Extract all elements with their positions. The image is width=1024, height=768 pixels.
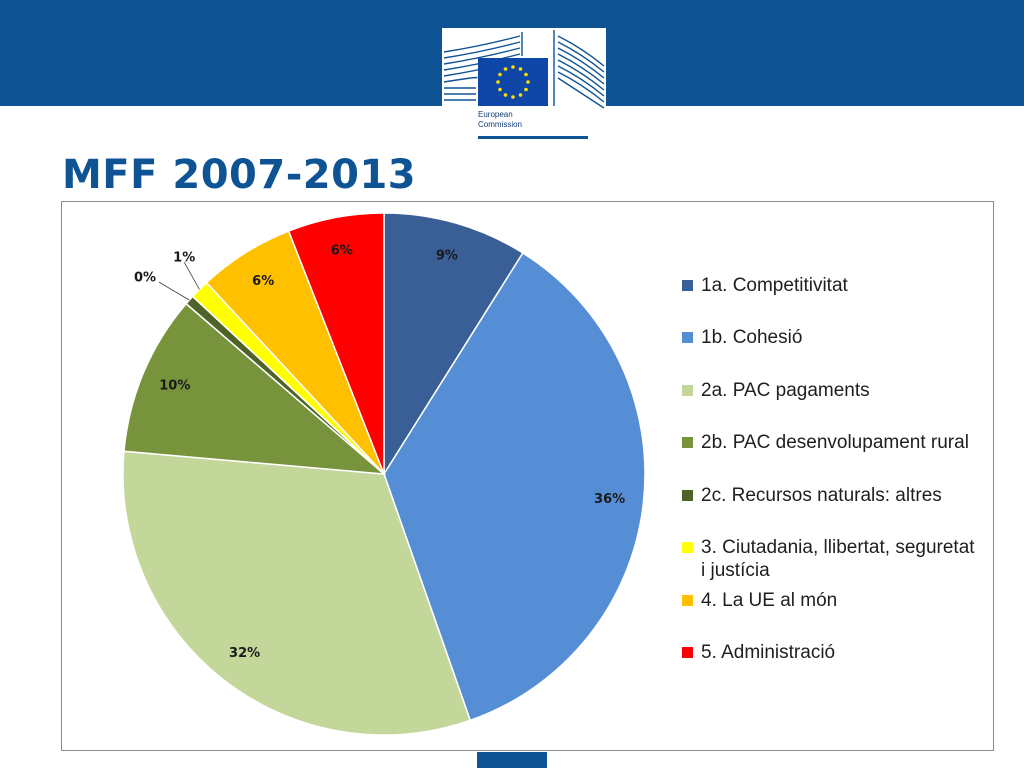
- data-label: 6%: [252, 274, 274, 289]
- legend-label: 1b. Cohesió: [701, 327, 803, 348]
- eu-star-icon: [498, 72, 502, 77]
- eu-star-icon: [518, 93, 523, 97]
- data-label-leader-line: [158, 281, 190, 301]
- data-label-leader-line: [183, 262, 200, 290]
- pie-slice: [383, 251, 646, 722]
- eu-star-icon: [526, 80, 530, 84]
- data-label: 9%: [436, 248, 458, 263]
- legend-entry: 3. Ciutadania, llibertat, seguretat i ju…: [682, 536, 975, 582]
- pie-slice: [383, 212, 524, 477]
- legend-entry: 1b. Cohesió: [682, 326, 802, 349]
- legend-label: 5. Administració: [701, 642, 836, 663]
- legend-swatch: [682, 647, 693, 658]
- legend-label: 4. La UE al món: [701, 590, 838, 611]
- data-label: 10%: [159, 378, 190, 393]
- legend-entry: 5. Administració: [682, 641, 835, 664]
- eu-star-icon: [511, 95, 515, 99]
- legend-entry: 2c. Recursos naturals: altres: [682, 484, 942, 507]
- european-commission-logo: European Commission: [442, 28, 606, 142]
- data-label: 1%: [173, 251, 195, 266]
- legend-label: 1a. Competitivitat: [701, 275, 848, 296]
- page-title: MFF 2007-2013: [62, 152, 417, 198]
- eu-star-icon: [511, 65, 515, 69]
- legend-label: 2b. PAC desenvolupament rural: [701, 432, 969, 453]
- data-label: 32%: [229, 646, 260, 661]
- legend-swatch: [682, 332, 693, 343]
- legend-swatch: [682, 385, 693, 396]
- eu-star-icon: [496, 80, 500, 84]
- logo-wordmark: European Commission: [478, 110, 523, 129]
- eu-flag-with-building-icon: [443, 30, 605, 109]
- legend-label: 3. Ciutadania, llibertat, seguretat i ju…: [701, 537, 975, 581]
- data-label: 0%: [134, 271, 156, 286]
- eu-star-icon: [518, 67, 523, 71]
- data-label: 6%: [331, 243, 353, 258]
- eu-star-icon: [524, 72, 528, 77]
- legend-swatch: [682, 490, 693, 501]
- pie-slice: [122, 450, 472, 736]
- eu-star-icon: [503, 93, 508, 97]
- legend-swatch: [682, 437, 693, 448]
- legend-label: 2a. PAC pagaments: [701, 380, 870, 401]
- logo-underline: [478, 136, 588, 139]
- legend-entry: 4. La UE al món: [682, 589, 837, 612]
- legend-entry: 1a. Competitivitat: [682, 274, 848, 297]
- pie-chart: 9% 36% 32% 10% 0% 1% 6% 6%: [122, 212, 646, 736]
- legend-swatch: [682, 595, 693, 606]
- pie-slice: [123, 302, 387, 475]
- eu-star-icon: [498, 87, 502, 92]
- legend-entry: 2b. PAC desenvolupament rural: [682, 431, 969, 454]
- data-label: 36%: [594, 492, 625, 507]
- footer-tab: [477, 752, 547, 768]
- legend-entry: 2a. PAC pagaments: [682, 379, 870, 402]
- legend-label: 2c. Recursos naturals: altres: [701, 485, 942, 506]
- eu-star-icon: [503, 67, 508, 71]
- legend-swatch: [682, 542, 693, 553]
- eu-star-icon: [524, 87, 528, 92]
- chart-frame: 9% 36% 32% 10% 0% 1% 6% 6% 1a. Competitivitat 1b…: [61, 201, 994, 751]
- pie-slice: [287, 212, 385, 475]
- legend-swatch: [682, 280, 693, 291]
